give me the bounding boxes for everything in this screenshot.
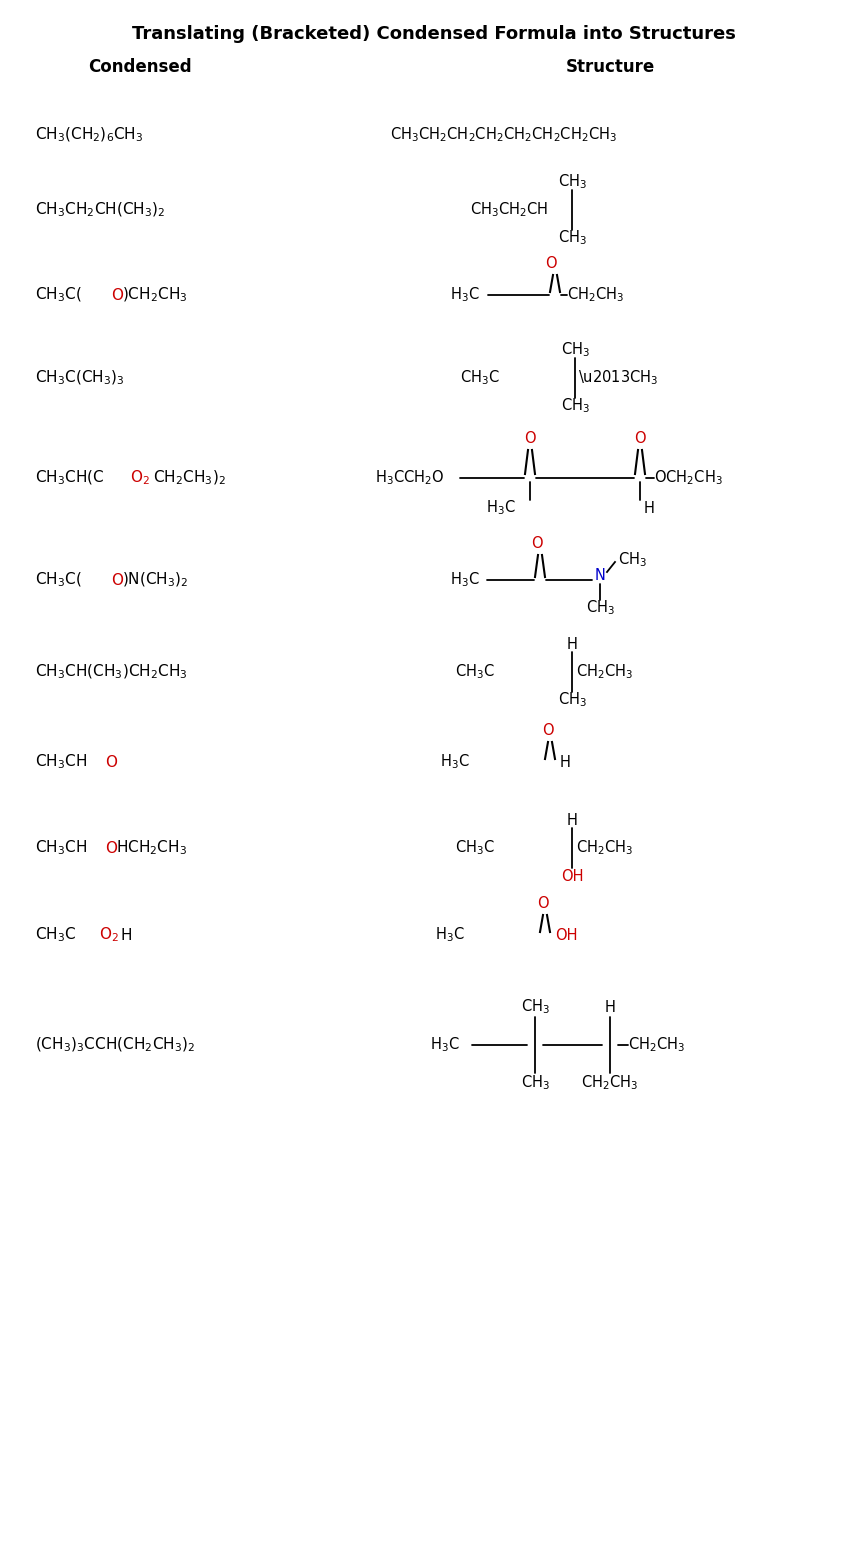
Text: O: O	[635, 431, 646, 445]
Text: O: O	[105, 754, 117, 770]
Text: CH$_2$CH$_3$: CH$_2$CH$_3$	[582, 1074, 639, 1093]
Text: CH$_2$CH$_3$: CH$_2$CH$_3$	[567, 285, 624, 304]
Text: HCH$_2$CH$_3$: HCH$_2$CH$_3$	[116, 839, 187, 858]
Text: Translating (Bracketed) Condensed Formula into Structures: Translating (Bracketed) Condensed Formul…	[132, 25, 736, 42]
Text: H$_3$CCH$_2$O: H$_3$CCH$_2$O	[375, 469, 444, 488]
Text: CH$_3$: CH$_3$	[521, 1074, 549, 1093]
Text: H: H	[560, 754, 571, 770]
Text: H: H	[567, 812, 577, 828]
Text: OH: OH	[555, 928, 577, 942]
Text: H$_3$C: H$_3$C	[450, 571, 480, 590]
Text: CH$_3$CH(C: CH$_3$CH(C	[35, 469, 104, 488]
Text: CH$_2$CH$_3$: CH$_2$CH$_3$	[576, 839, 634, 858]
Text: H$_3$C: H$_3$C	[435, 925, 464, 944]
Text: H$_3$C: H$_3$C	[450, 285, 480, 304]
Text: CH$_3$C(: CH$_3$C(	[35, 571, 82, 590]
Text: O: O	[545, 256, 556, 271]
Text: O$_2$: O$_2$	[99, 925, 119, 944]
Text: H: H	[605, 999, 615, 1014]
Text: H: H	[644, 500, 654, 516]
Text: N: N	[595, 568, 606, 582]
Text: CH$_3$: CH$_3$	[561, 340, 589, 359]
Text: O: O	[105, 840, 117, 856]
Text: Structure: Structure	[565, 58, 654, 75]
Text: O: O	[531, 536, 542, 550]
Text: O$_2$: O$_2$	[130, 469, 150, 488]
Text: CH$_3$CH(CH$_3$)CH$_2$CH$_3$: CH$_3$CH(CH$_3$)CH$_2$CH$_3$	[35, 663, 187, 681]
Text: CH$_3$CH$_2$CH$_2$CH$_2$CH$_2$CH$_2$CH$_2$CH$_3$: CH$_3$CH$_2$CH$_2$CH$_2$CH$_2$CH$_2$CH$_…	[390, 125, 617, 144]
Text: )CH$_2$CH$_3$: )CH$_2$CH$_3$	[122, 285, 187, 304]
Text: H: H	[567, 637, 577, 651]
Text: CH$_3$CH: CH$_3$CH	[35, 839, 87, 858]
Text: CH$_3$: CH$_3$	[557, 229, 587, 248]
Text: CH$_3$C: CH$_3$C	[460, 368, 500, 387]
Text: CH$_3$C(: CH$_3$C(	[35, 285, 82, 304]
Text: OCH$_2$CH$_3$: OCH$_2$CH$_3$	[654, 469, 723, 488]
Text: CH$_3$(CH$_2$)$_6$CH$_3$: CH$_3$(CH$_2$)$_6$CH$_3$	[35, 125, 143, 144]
Text: H$_3$C: H$_3$C	[440, 753, 470, 771]
Text: CH$_3$: CH$_3$	[521, 997, 549, 1016]
Text: H$_3$C: H$_3$C	[486, 499, 516, 517]
Text: CH$_3$CH: CH$_3$CH	[35, 753, 87, 771]
Text: CH$_3$C: CH$_3$C	[455, 663, 495, 682]
Text: O: O	[111, 287, 123, 303]
Text: O: O	[524, 431, 536, 445]
Text: H: H	[120, 928, 131, 942]
Text: H$_3$C: H$_3$C	[430, 1035, 460, 1054]
Text: CH$_3$CH$_2$CH: CH$_3$CH$_2$CH	[470, 201, 549, 220]
Text: O: O	[542, 723, 554, 737]
Text: CH$_3$: CH$_3$	[618, 550, 647, 569]
Text: \u2013CH$_3$: \u2013CH$_3$	[578, 368, 659, 387]
Text: CH$_3$C(CH$_3$)$_3$: CH$_3$C(CH$_3$)$_3$	[35, 368, 125, 387]
Text: O: O	[111, 572, 123, 588]
Text: Condensed: Condensed	[89, 58, 192, 75]
Text: CH$_3$C: CH$_3$C	[35, 925, 76, 944]
Text: O: O	[537, 895, 549, 911]
Text: CH$_2$CH$_3$: CH$_2$CH$_3$	[628, 1035, 686, 1054]
Text: CH$_3$: CH$_3$	[557, 690, 587, 709]
Text: OH: OH	[561, 869, 583, 883]
Text: CH$_2$CH$_3$)$_2$: CH$_2$CH$_3$)$_2$	[153, 469, 226, 488]
Text: (CH$_3$)$_3$CCH(CH$_2$CH$_3$)$_2$: (CH$_3$)$_3$CCH(CH$_2$CH$_3$)$_2$	[35, 1036, 195, 1054]
Text: CH$_3$: CH$_3$	[586, 599, 615, 618]
Text: CH$_3$: CH$_3$	[557, 172, 587, 191]
Text: )N(CH$_3$)$_2$: )N(CH$_3$)$_2$	[122, 571, 188, 590]
Text: CH$_3$C: CH$_3$C	[455, 839, 495, 858]
Text: CH$_3$: CH$_3$	[561, 397, 589, 416]
Text: CH$_2$CH$_3$: CH$_2$CH$_3$	[576, 663, 634, 682]
Text: CH$_3$CH$_2$CH(CH$_3$)$_2$: CH$_3$CH$_2$CH(CH$_3$)$_2$	[35, 201, 166, 220]
